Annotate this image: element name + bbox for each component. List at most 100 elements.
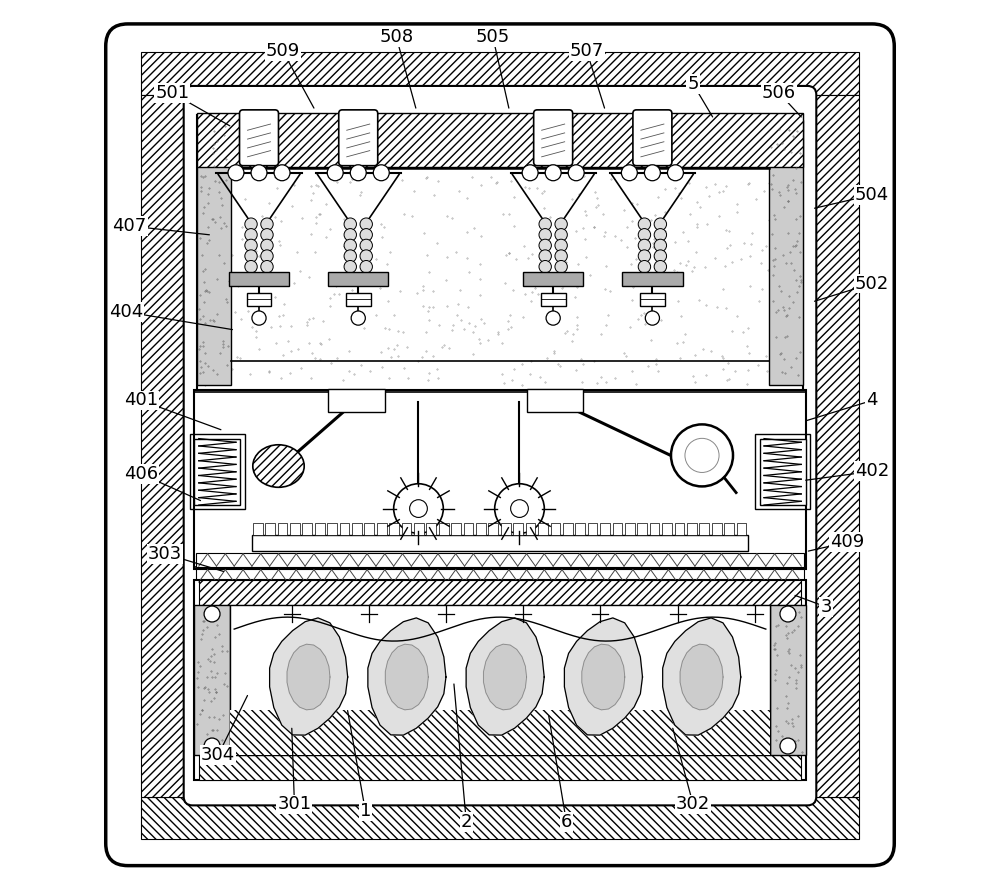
- Point: [329, 351, 345, 365]
- Bar: [513, 523, 523, 535]
- Circle shape: [360, 229, 372, 241]
- Point: [787, 661, 803, 675]
- Point: [779, 313, 795, 327]
- Bar: [229, 272, 289, 286]
- Point: [721, 371, 737, 385]
- Point: [595, 206, 611, 221]
- Point: [190, 665, 206, 680]
- Point: [213, 245, 229, 259]
- Point: [607, 371, 623, 385]
- Point: [650, 364, 666, 378]
- Point: [379, 257, 395, 271]
- Bar: [196, 569, 804, 583]
- Point: [616, 203, 632, 217]
- Point: [215, 268, 231, 283]
- Point: [551, 244, 567, 258]
- Point: [195, 335, 211, 349]
- Bar: [328, 272, 388, 286]
- Point: [770, 618, 786, 633]
- Point: [740, 322, 756, 336]
- Point: [195, 623, 211, 637]
- Point: [715, 184, 731, 198]
- Point: [452, 284, 468, 298]
- Point: [577, 231, 593, 245]
- Point: [783, 330, 799, 344]
- Point: [328, 279, 344, 293]
- Point: [303, 179, 319, 193]
- Point: [396, 361, 412, 375]
- Point: [199, 284, 215, 298]
- Bar: [476, 523, 486, 535]
- Point: [709, 300, 725, 315]
- Point: [456, 322, 472, 336]
- Point: [312, 336, 328, 350]
- Point: [418, 170, 434, 184]
- Point: [780, 716, 796, 730]
- Bar: [141, 52, 859, 95]
- Circle shape: [327, 165, 343, 181]
- Point: [335, 372, 351, 386]
- Point: [774, 365, 790, 379]
- Bar: [197, 120, 231, 385]
- Point: [341, 364, 357, 378]
- Point: [667, 235, 683, 249]
- Point: [557, 326, 573, 340]
- Point: [244, 320, 260, 334]
- Point: [299, 315, 315, 329]
- Point: [758, 349, 774, 363]
- Point: [234, 220, 250, 234]
- Point: [642, 310, 658, 324]
- Point: [597, 225, 613, 239]
- Point: [303, 371, 319, 385]
- Point: [640, 359, 656, 373]
- Point: [766, 641, 782, 656]
- Point: [794, 744, 810, 758]
- Point: [310, 179, 326, 193]
- Point: [197, 300, 213, 315]
- Point: [735, 324, 751, 338]
- Point: [196, 276, 212, 290]
- Point: [748, 192, 764, 206]
- Point: [793, 610, 809, 624]
- Point: [598, 317, 614, 331]
- Point: [766, 337, 782, 351]
- Point: [301, 336, 317, 350]
- Point: [494, 337, 510, 351]
- Point: [770, 724, 786, 738]
- Point: [767, 642, 783, 657]
- Bar: [712, 523, 722, 535]
- Point: [618, 349, 634, 363]
- Point: [593, 327, 609, 341]
- Point: [227, 305, 243, 319]
- Point: [194, 703, 210, 717]
- Point: [779, 675, 795, 689]
- Point: [788, 351, 804, 365]
- Bar: [230, 710, 770, 755]
- Point: [202, 313, 218, 327]
- Polygon shape: [466, 618, 544, 735]
- Point: [214, 733, 230, 747]
- Point: [190, 655, 206, 669]
- Point: [685, 369, 701, 384]
- Point: [415, 283, 431, 297]
- Point: [439, 250, 455, 264]
- Point: [564, 334, 580, 348]
- Point: [352, 268, 368, 283]
- Point: [792, 269, 808, 284]
- Point: [541, 305, 557, 319]
- Point: [788, 186, 804, 200]
- Circle shape: [654, 229, 667, 241]
- Point: [220, 338, 236, 353]
- Point: [767, 276, 783, 290]
- Point: [311, 206, 327, 221]
- Point: [501, 245, 517, 260]
- Point: [791, 605, 807, 619]
- Point: [699, 217, 715, 231]
- Point: [546, 315, 562, 329]
- Point: [205, 363, 221, 377]
- Point: [294, 211, 310, 225]
- Point: [789, 124, 805, 138]
- Bar: [196, 553, 804, 567]
- Point: [192, 338, 208, 353]
- Bar: [464, 523, 473, 535]
